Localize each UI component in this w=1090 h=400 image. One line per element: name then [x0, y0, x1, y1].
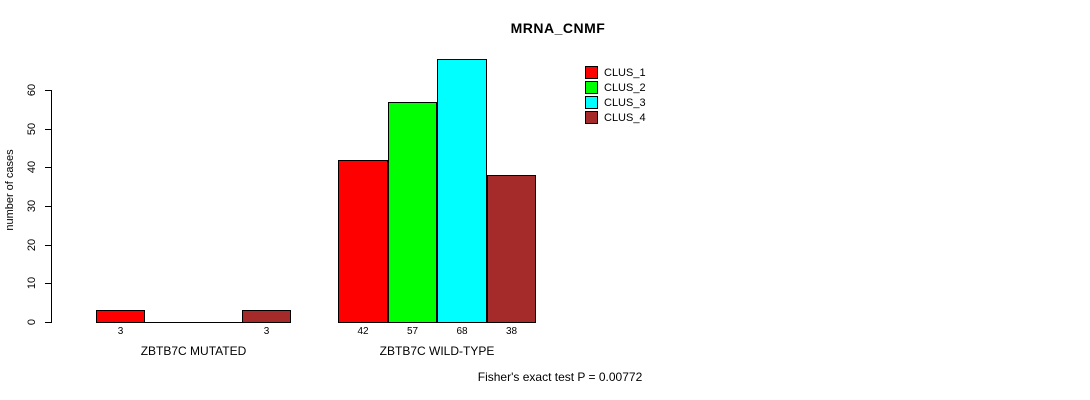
legend-row-clus_4: CLUS_4 [585, 110, 646, 125]
y-axis-tick [45, 167, 52, 168]
y-axis-tick [45, 129, 52, 130]
annotation-text: Fisher's exact test P = 0.00772 [477, 370, 643, 384]
bar-value-label: 38 [505, 326, 518, 337]
y-tick-label: 60 [26, 83, 38, 97]
y-tick-label: 30 [26, 199, 38, 213]
y-tick-label: 10 [26, 276, 38, 290]
bar-clus_2-group2 [388, 102, 437, 323]
legend-label: CLUS_3 [604, 96, 646, 109]
legend-swatch-clus_4 [585, 111, 598, 124]
bar-value-label: 68 [456, 326, 468, 337]
bar-clus_4-group2 [487, 175, 536, 323]
bar-value-label: 3 [117, 326, 124, 337]
legend-row-clus_3: CLUS_3 [585, 95, 646, 110]
y-axis-tick [45, 322, 52, 323]
legend-label: CLUS_2 [604, 81, 646, 94]
legend: CLUS_1 CLUS_2 CLUS_3 CLUS_4 [585, 65, 646, 125]
bar-clus_3-group2 [437, 59, 487, 323]
y-axis-tick [45, 245, 52, 246]
bar-value-label: 3 [263, 326, 270, 337]
y-axis-tick [45, 283, 52, 284]
y-tick-label: 50 [26, 122, 38, 136]
group-baseline [96, 322, 291, 323]
bar-clus_1-group2 [338, 160, 388, 323]
legend-swatch-clus_2 [585, 81, 598, 94]
legend-row-clus_1: CLUS_1 [585, 65, 646, 80]
legend-swatch-clus_3 [585, 96, 598, 109]
y-axis-tick [45, 90, 52, 91]
legend-label: CLUS_1 [604, 66, 646, 79]
y-tick-label: 40 [26, 160, 38, 174]
bar-value-label: 57 [406, 326, 419, 337]
legend-label: CLUS_4 [604, 111, 646, 124]
y-axis-tick [45, 206, 52, 207]
bar-clus_1-group1 [96, 310, 145, 323]
x-category-label: ZBTB7C WILD-TYPE [379, 344, 495, 358]
x-category-label: ZBTB7C MUTATED [140, 344, 247, 358]
y-tick-label: 0 [26, 318, 38, 326]
bar-clus_4-group1 [242, 310, 291, 323]
y-tick-label: 20 [26, 238, 38, 252]
bar-value-label: 42 [357, 326, 369, 337]
legend-swatch-clus_1 [585, 66, 598, 79]
legend-row-clus_2: CLUS_2 [585, 80, 646, 95]
chart-title: MRNA_CNMF [510, 20, 606, 36]
